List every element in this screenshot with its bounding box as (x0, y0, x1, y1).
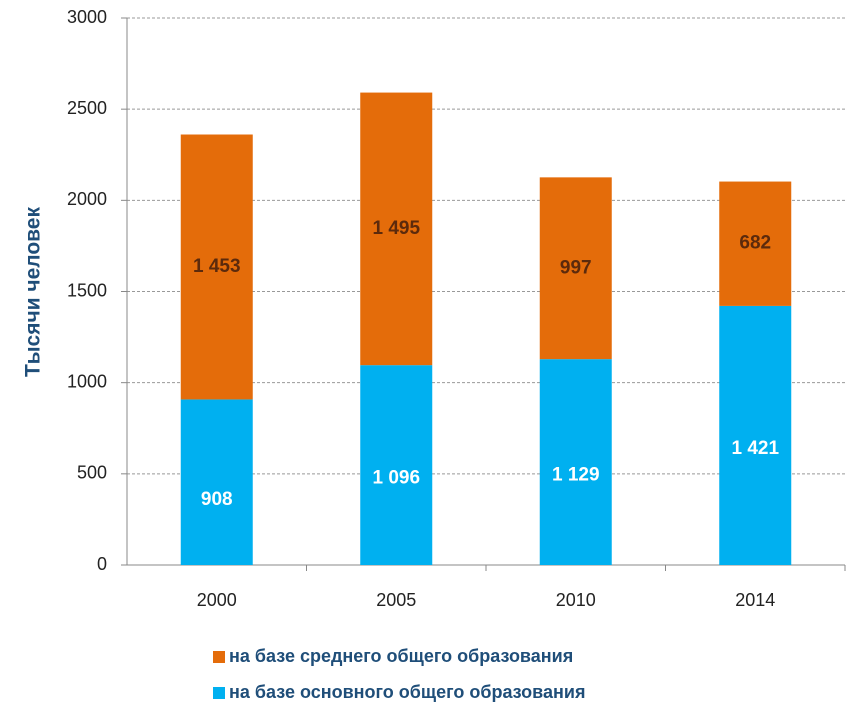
y-tick-label: 3000 (67, 7, 107, 27)
legend-swatch (213, 651, 225, 663)
value-label: 997 (560, 257, 592, 278)
y-tick-label: 1500 (67, 280, 107, 300)
value-label: 908 (201, 489, 233, 510)
x-tick-label: 2000 (197, 590, 237, 610)
y-tick-label: 1000 (67, 371, 107, 391)
y-tick-label: 2000 (67, 189, 107, 209)
legend-label: на базе среднего общего образования (229, 646, 573, 666)
value-label: 1 096 (372, 468, 420, 489)
value-label: 682 (739, 233, 771, 254)
x-tick-label: 2010 (556, 590, 596, 610)
value-label: 1 129 (552, 465, 600, 486)
x-tick-label: 2014 (735, 590, 775, 610)
bar-segment (539, 177, 612, 360)
y-tick-label: 0 (97, 554, 107, 574)
bar-segment (180, 134, 253, 400)
y-axis-label: Тысячи человек (22, 207, 45, 377)
value-label: 1 495 (372, 218, 420, 239)
y-tick-label: 500 (77, 463, 107, 483)
bar-segment (719, 181, 792, 306)
legend-label: на базе основного общего образования (229, 682, 585, 702)
bar-segment (180, 399, 253, 565)
bar-segment (719, 305, 792, 565)
bar-segment (539, 359, 612, 565)
legend-swatch (213, 687, 225, 699)
value-label: 1 453 (193, 256, 241, 277)
bar-segment (360, 92, 433, 366)
x-tick-label: 2005 (376, 590, 416, 610)
value-label: 1 421 (731, 438, 779, 459)
y-tick-label: 2500 (67, 98, 107, 118)
bar-segment (360, 365, 433, 565)
